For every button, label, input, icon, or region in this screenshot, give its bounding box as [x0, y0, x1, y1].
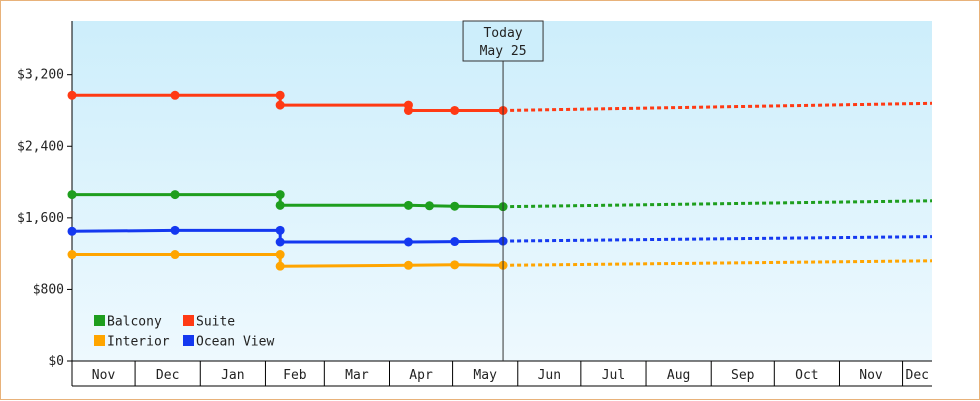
- series-lines: [67, 90, 933, 271]
- x-tick-label: Nov: [859, 368, 883, 383]
- y-tick-label: $2,400: [17, 139, 64, 154]
- data-point: [275, 250, 285, 260]
- today-date-label: May 25: [480, 44, 527, 59]
- data-point: [403, 237, 413, 247]
- x-tick-label: Feb: [283, 368, 307, 383]
- data-point: [403, 105, 413, 115]
- data-point: [424, 201, 434, 211]
- today-marker: Today May 25: [462, 20, 544, 361]
- series-forecast-ocean-view: [503, 235, 933, 243]
- data-point: [67, 250, 77, 260]
- legend-swatch: [94, 335, 105, 346]
- x-tick-label: Aug: [667, 368, 690, 383]
- data-point: [67, 90, 77, 100]
- series-line-suite: [72, 93, 504, 112]
- legend-swatch: [94, 315, 105, 326]
- data-point: [275, 100, 285, 110]
- legend-label: Balcony: [107, 315, 162, 330]
- data-point: [170, 90, 180, 100]
- x-tick-label: May: [473, 368, 497, 383]
- legend-label: Interior: [107, 335, 170, 350]
- y-tick-label: $3,200: [17, 68, 64, 83]
- data-point: [275, 225, 285, 235]
- today-label: Today: [483, 26, 522, 41]
- x-tick-label: Jan: [221, 368, 244, 383]
- series-forecast-interior: [503, 259, 933, 267]
- x-tick-label: Oct: [795, 368, 818, 383]
- legend-label: Suite: [196, 315, 235, 330]
- data-point: [403, 260, 413, 270]
- series-forecast-suite: [503, 101, 933, 112]
- data-point: [403, 200, 413, 210]
- data-point: [170, 225, 180, 235]
- y-tick-label: $800: [33, 282, 64, 297]
- data-point: [275, 90, 285, 100]
- y-tick-label: $0: [48, 354, 64, 369]
- x-tick-label: Mar: [345, 368, 369, 383]
- x-tick-label: Jun: [538, 368, 561, 383]
- data-point: [67, 190, 77, 200]
- x-tick-label: Dec: [156, 368, 179, 383]
- legend-label: Ocean View: [196, 335, 274, 350]
- y-axis: $0 $800 $1,600 $2,400 $3,200: [17, 21, 73, 386]
- x-tick-label: Sep: [731, 368, 755, 383]
- data-point: [275, 237, 285, 247]
- legend-swatch: [183, 335, 194, 346]
- data-point: [275, 261, 285, 271]
- x-tick-label: Apr: [409, 368, 433, 383]
- data-point: [450, 237, 460, 247]
- y-tick-label: $1,600: [17, 211, 64, 226]
- series-forecast-balcony: [503, 199, 933, 209]
- data-point: [275, 190, 285, 200]
- legend: Balcony Suite Interior Ocean View: [94, 315, 274, 350]
- data-point: [170, 190, 180, 200]
- plot-area: [72, 21, 932, 361]
- legend-swatch: [183, 315, 194, 326]
- data-point: [170, 250, 180, 260]
- data-point: [67, 226, 77, 236]
- x-tick-label: Nov: [92, 368, 116, 383]
- x-tick-label: Dec: [906, 368, 929, 383]
- data-point: [450, 201, 460, 211]
- data-point: [450, 260, 460, 270]
- today-box: [462, 20, 544, 62]
- data-point: [450, 105, 460, 115]
- x-tick-label: Jul: [602, 368, 625, 383]
- x-axis: Nov Dec Jan Feb Mar Apr May Jun Jul Aug Sep Oct Nov D…: [72, 360, 932, 387]
- data-point: [275, 200, 285, 210]
